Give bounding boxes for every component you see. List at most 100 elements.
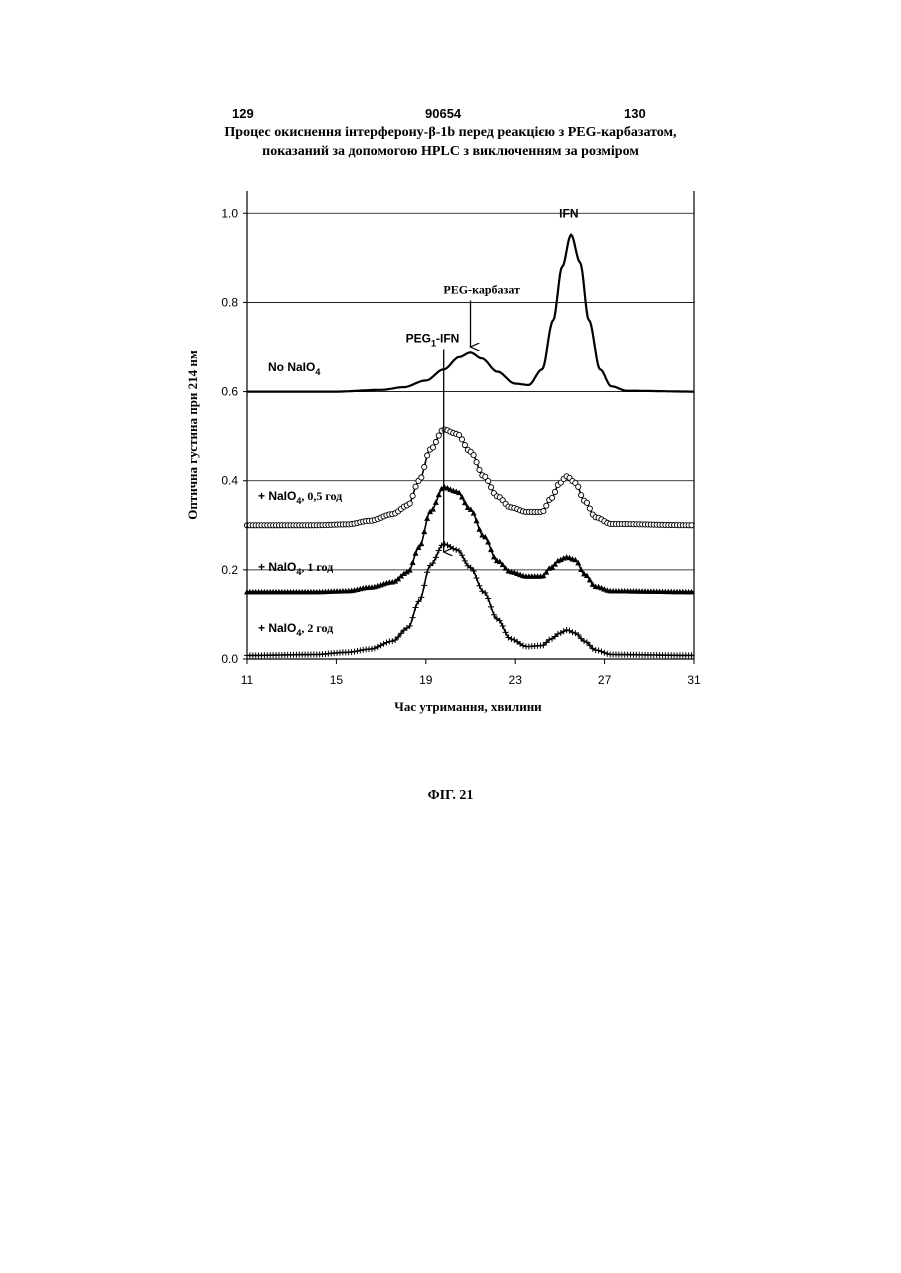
data-point — [578, 567, 584, 573]
series-label-1: No NaIO4 — [268, 360, 320, 377]
y-axis-label: Оптична густина при 214 нм — [185, 350, 200, 520]
labels: No NaIO4 + NaIO4, 0,5 год + NaIO4, 1 год + … — [258, 207, 579, 638]
data-point — [462, 558, 468, 564]
data-point — [375, 644, 381, 650]
x-tick-label: 15 — [330, 673, 344, 687]
y-tick-label: 0.2 — [221, 563, 238, 577]
data-point — [476, 583, 482, 589]
data-point — [587, 506, 592, 511]
data-point — [552, 489, 557, 494]
data-point — [474, 518, 480, 524]
data-point — [357, 647, 363, 653]
data-point — [584, 500, 589, 505]
data-point — [541, 509, 546, 514]
y-tick-label: 0.4 — [221, 474, 238, 488]
data-point — [488, 485, 493, 490]
series-4 — [244, 541, 695, 658]
data-point — [407, 501, 412, 506]
figure-caption: ФІГ. 21 — [0, 788, 901, 804]
data-point — [424, 515, 430, 521]
series-label-2: + NaIO4, 0,5 год — [258, 489, 342, 506]
y-tick-label: 1.0 — [221, 206, 238, 220]
data-point — [485, 595, 491, 601]
data-point — [418, 594, 424, 600]
data-point — [689, 523, 694, 528]
data-point — [486, 478, 491, 483]
data-point — [567, 628, 573, 634]
data-point — [413, 605, 419, 611]
data-point — [389, 638, 395, 644]
data-point — [549, 495, 554, 500]
x-axis-label: Час утримання, хвилини — [394, 699, 542, 714]
data-point — [433, 439, 438, 444]
data-point — [354, 648, 360, 654]
data-point — [459, 437, 464, 442]
data-point — [419, 475, 424, 480]
data-point — [433, 554, 439, 560]
data-point — [500, 623, 506, 629]
data-point — [471, 453, 476, 458]
data-point — [503, 629, 509, 635]
data-point — [474, 460, 479, 465]
data-point — [352, 649, 358, 655]
data-point — [596, 647, 602, 653]
y-tick-label: 0.0 — [221, 652, 238, 666]
x-tick-label: 19 — [419, 673, 433, 687]
x-tick-label: 31 — [687, 673, 701, 687]
data-point — [410, 615, 416, 621]
data-point — [372, 645, 378, 651]
y-tick-label: 0.6 — [221, 385, 238, 399]
data-point — [442, 541, 448, 547]
data-point — [544, 503, 549, 508]
data-point — [421, 529, 427, 535]
hplc-chart: 0.0 0.2 0.4 0.6 0.8 1.0 11 15 19 23 27 31 No NaIO4 +… — [0, 0, 901, 760]
series-group — [244, 235, 695, 659]
data-point — [477, 467, 482, 472]
data-point — [488, 547, 494, 553]
data-point — [491, 612, 497, 618]
data-point — [436, 433, 441, 438]
annotation-2: PEG-карбазат — [443, 283, 520, 297]
data-point — [598, 648, 604, 654]
data-point — [564, 627, 570, 633]
data-point — [425, 453, 430, 458]
data-point — [453, 547, 459, 553]
data-point — [476, 526, 482, 532]
data-point — [413, 550, 419, 556]
annotation-3: PEG1-IFN — [406, 332, 460, 349]
data-point — [601, 650, 607, 656]
x-tick-label: 27 — [598, 673, 612, 687]
data-point — [383, 640, 389, 646]
y-tick-label: 0.8 — [221, 295, 238, 309]
series-label-4: + NaIO4, 2 год — [258, 621, 333, 638]
data-point — [436, 492, 442, 498]
data-point — [378, 642, 384, 648]
x-tick-label: 23 — [509, 673, 523, 687]
data-point — [381, 641, 387, 647]
data-point — [462, 442, 467, 447]
data-point — [422, 464, 427, 469]
data-point — [421, 582, 427, 588]
data-point — [369, 646, 375, 652]
data-point — [474, 575, 480, 581]
data-point — [410, 493, 415, 498]
data-point — [430, 506, 436, 512]
data-point — [576, 484, 581, 489]
data-point — [491, 554, 497, 560]
annotation-1: IFN — [559, 207, 578, 221]
data-point — [604, 651, 610, 657]
data-point — [436, 548, 442, 554]
data-point — [413, 484, 418, 489]
data-point — [418, 541, 424, 547]
data-point — [488, 604, 494, 610]
data-point — [430, 445, 435, 450]
data-point — [508, 636, 514, 642]
data-point — [485, 539, 491, 545]
series-line — [247, 487, 694, 592]
data-point — [433, 499, 439, 505]
data-point — [410, 559, 416, 565]
x-tick-label: 11 — [241, 673, 254, 687]
data-point — [569, 629, 575, 635]
series-label-3: + NaIO4, 1 год — [258, 560, 333, 577]
series-2 — [244, 427, 694, 528]
